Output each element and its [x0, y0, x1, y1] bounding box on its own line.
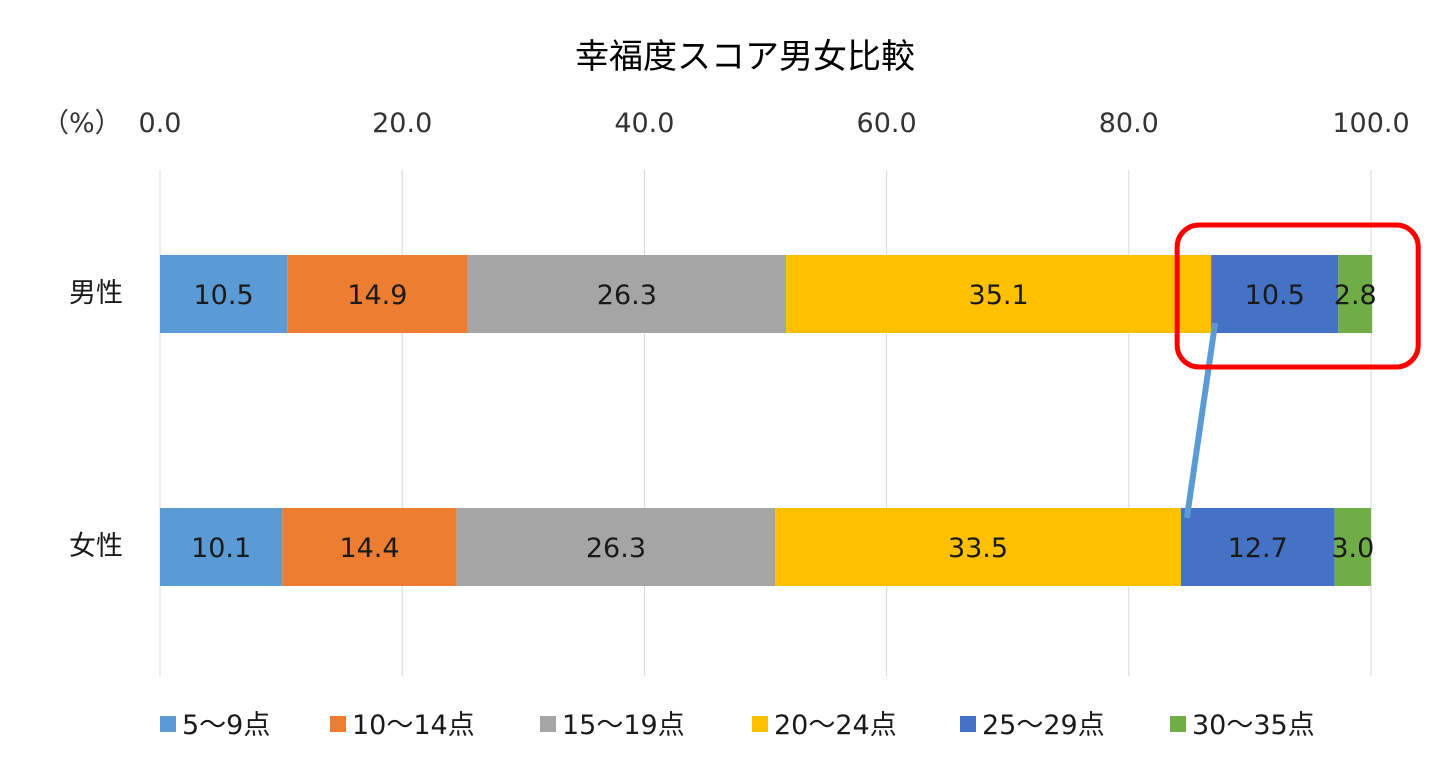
- data-label: 26.3: [586, 533, 646, 564]
- legend-label: 10～14点: [352, 710, 475, 741]
- legend-swatch: [960, 716, 976, 732]
- highlight-box: [1174, 222, 1421, 370]
- data-label: 3.0: [1331, 533, 1374, 564]
- bar-segment: [1334, 508, 1371, 586]
- bar-segment: [160, 508, 283, 586]
- axis-unit-label: （%）: [42, 108, 122, 139]
- bar-segment: [1338, 255, 1373, 333]
- legend-swatch: [160, 716, 176, 732]
- legend-label: 15～19点: [562, 710, 685, 741]
- data-label: 14.9: [347, 280, 407, 311]
- bar-segment: [467, 255, 787, 333]
- legend-label: 20～24点: [774, 710, 897, 741]
- legend-swatch: [330, 716, 346, 732]
- chart-title: 幸福度スコア男女比較: [575, 37, 915, 77]
- category-label: 男性: [69, 278, 123, 309]
- data-label: 10.5: [194, 280, 254, 311]
- legend-swatch: [1170, 716, 1186, 732]
- x-tick-label: 0.0: [139, 108, 182, 139]
- legend-swatch: [752, 716, 768, 732]
- legend-label: 30～35点: [1192, 710, 1315, 741]
- x-tick-label: 100.0: [1332, 108, 1409, 139]
- bar-segment: [160, 255, 288, 333]
- legend-label: 25～29点: [982, 710, 1105, 741]
- bar-segment: [287, 255, 468, 333]
- bar-segment: [1211, 255, 1339, 333]
- data-label: 33.5: [948, 533, 1008, 564]
- data-label: 2.8: [1334, 280, 1377, 311]
- x-tick-label: 80.0: [1099, 108, 1159, 139]
- bar-segments: 10.5 14.9 26.3 35.1 10.5 2.8 10.1 14.4 26.3 33.5 1…: [160, 255, 1377, 586]
- bar-segment: [456, 508, 776, 586]
- bar-segment: [786, 255, 1212, 333]
- legend-swatch: [540, 716, 556, 732]
- gridlines: [159, 170, 1372, 676]
- x-tick-label: 60.0: [857, 108, 917, 139]
- x-tick-label: 20.0: [372, 108, 432, 139]
- bar-segment: [282, 508, 457, 586]
- bar-segment: [775, 508, 1181, 586]
- data-label: 12.7: [1228, 533, 1288, 564]
- x-axis-ticks: 0.0 20.0 40.0 60.0 80.0 100.0: [139, 108, 1410, 139]
- data-label: 35.1: [969, 280, 1029, 311]
- bar-segment: [1180, 508, 1335, 586]
- legend: 5～9点 10～14点 15～19点 20～24点 25～29点 30～35点: [160, 710, 1315, 741]
- data-label: 10.1: [191, 533, 251, 564]
- data-label: 14.4: [339, 533, 399, 564]
- data-label: 10.5: [1245, 280, 1305, 311]
- category-label: 女性: [69, 531, 123, 562]
- data-label: 26.3: [597, 280, 657, 311]
- legend-label: 5～9点: [182, 710, 270, 741]
- x-tick-label: 40.0: [614, 108, 674, 139]
- annotations: [1174, 222, 1421, 519]
- connector-line: [1183, 322, 1219, 519]
